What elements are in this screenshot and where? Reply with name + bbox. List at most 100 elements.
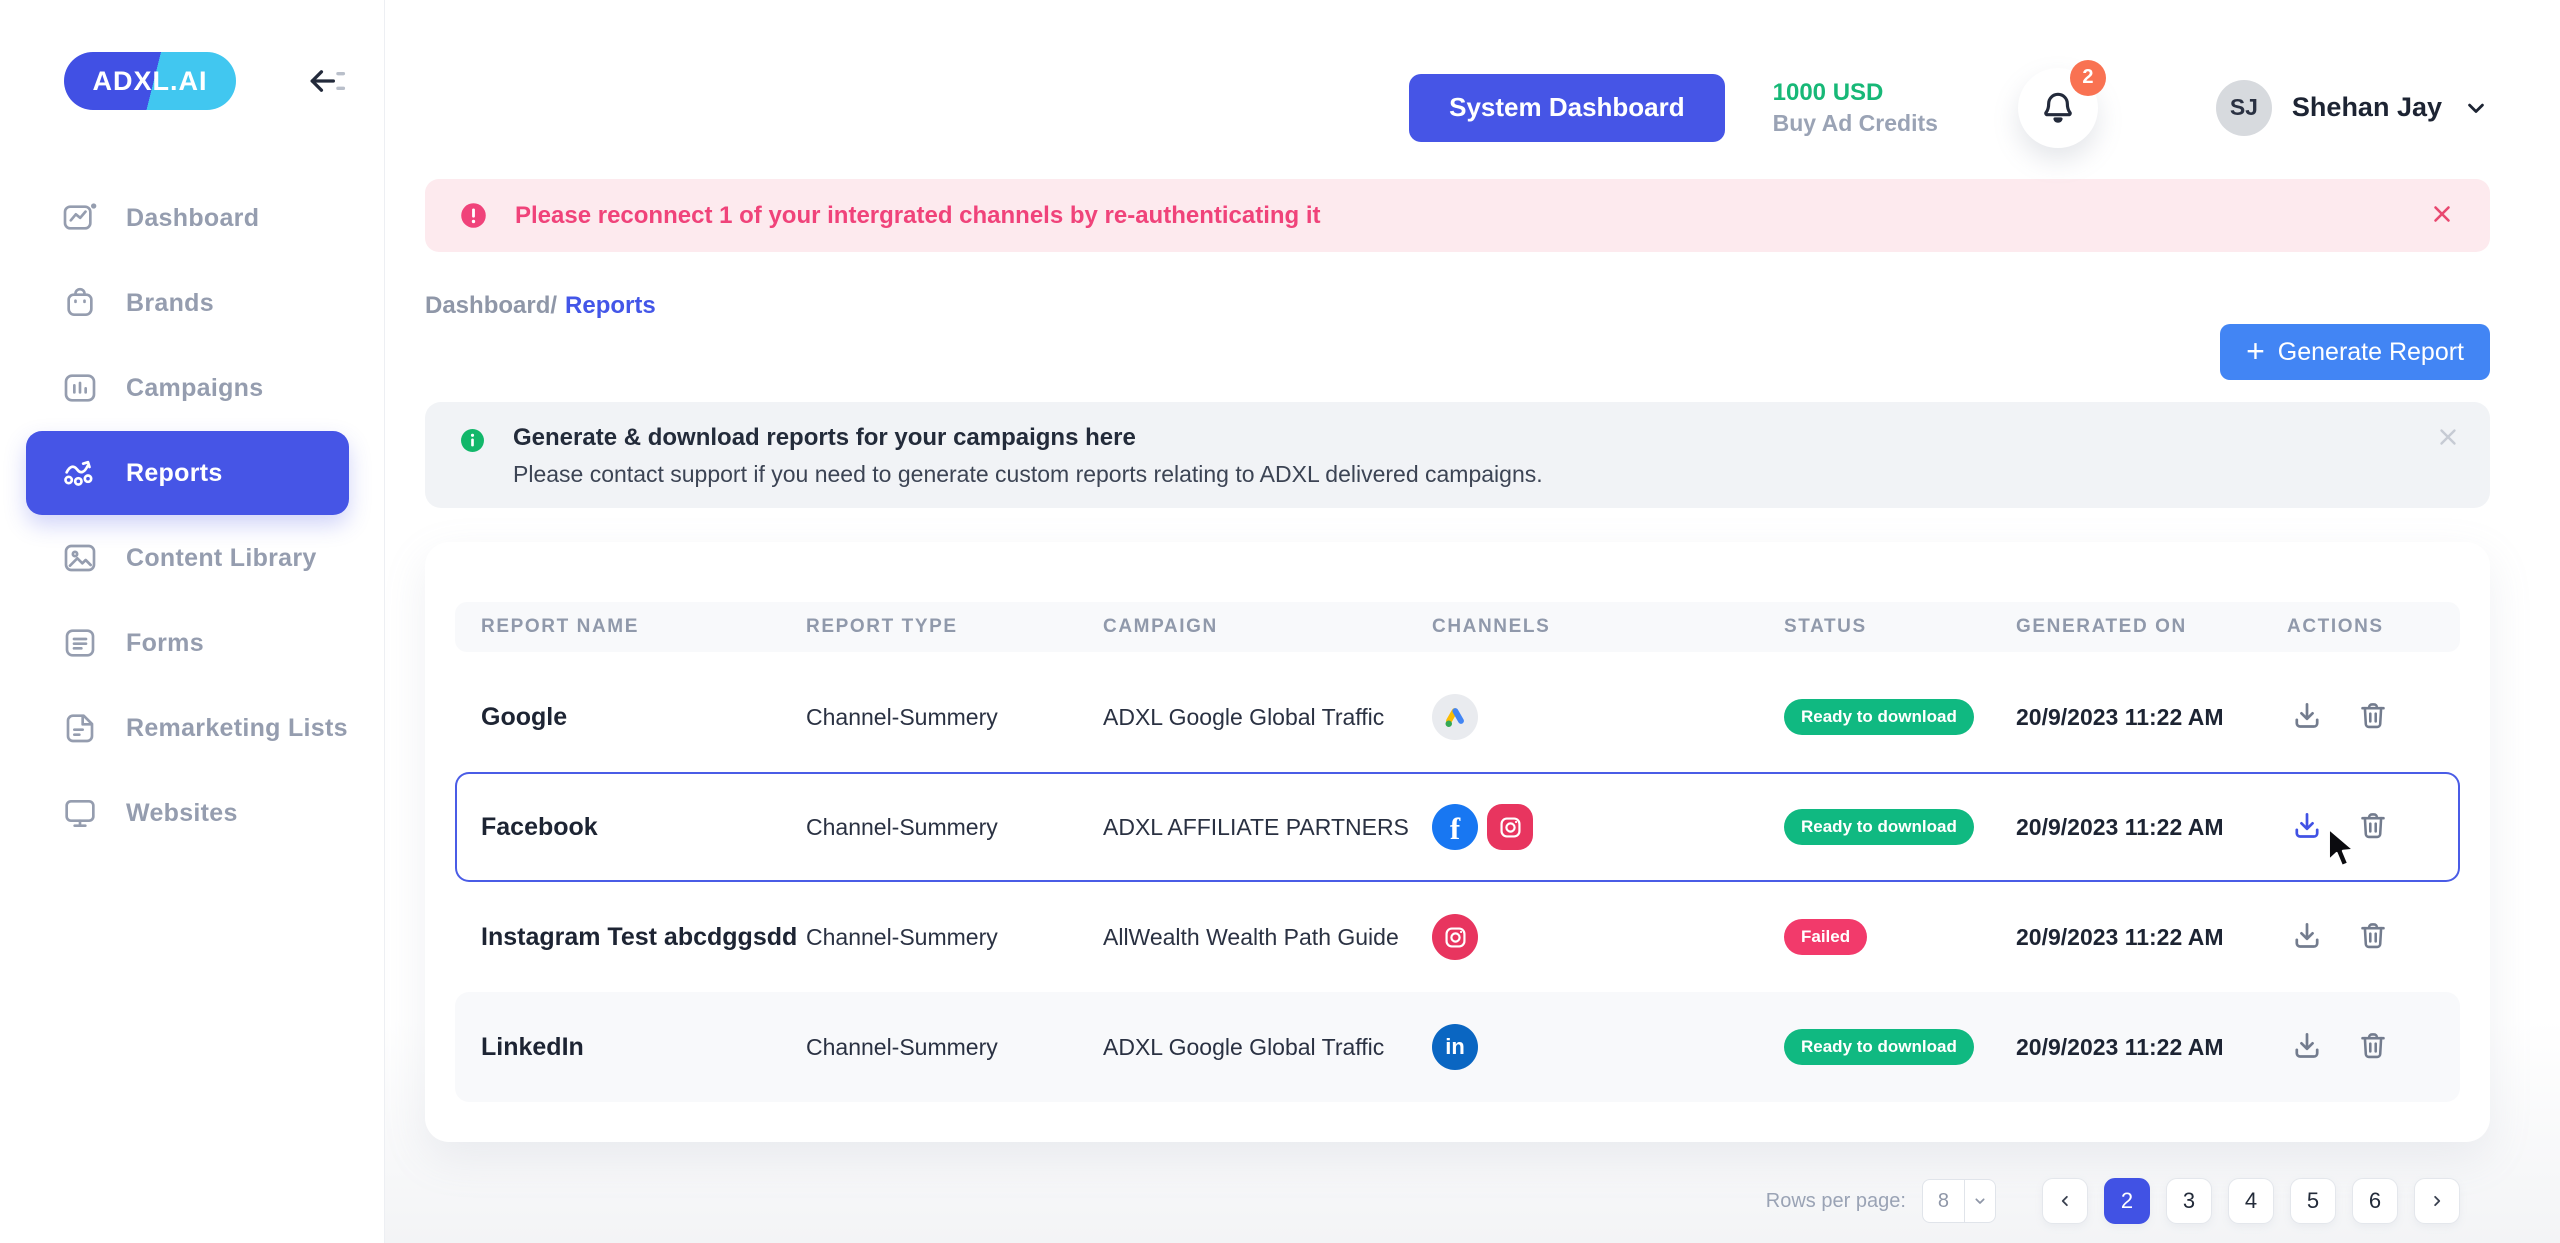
page-button-6[interactable]: 6 bbox=[2352, 1178, 2398, 1224]
buy-ad-credits-label[interactable]: Buy Ad Credits bbox=[1772, 109, 1938, 136]
campaign-name: AllWealth Wealth Path Guide bbox=[1103, 923, 1399, 950]
breadcrumb: Dashboard/Reports bbox=[425, 292, 2490, 320]
ad-credits[interactable]: 1000 USD Buy Ad Credits bbox=[1772, 78, 1938, 136]
avatar: SJ bbox=[2215, 79, 2272, 136]
page-button-3[interactable]: 3 bbox=[2166, 1178, 2212, 1224]
sidebar-item-remarketing-lists[interactable]: Remarketing Lists bbox=[26, 686, 349, 770]
sidebar: ADXL.AI Dashboard bbox=[0, 0, 385, 1243]
col-channels: CHANNELS bbox=[1432, 616, 1551, 637]
trash-icon[interactable] bbox=[2353, 697, 2393, 737]
status-badge: Ready to download bbox=[1784, 1029, 1974, 1065]
download-icon[interactable] bbox=[2287, 807, 2327, 847]
sidebar-collapse-button[interactable] bbox=[304, 59, 348, 103]
table-row-google[interactable]: Google Channel-Summery ADXL Google Globa… bbox=[455, 662, 2460, 772]
info-title: Generate & download reports for your cam… bbox=[513, 424, 1136, 451]
system-dashboard-button[interactable]: System Dashboard bbox=[1409, 73, 1725, 142]
info-texts: Generate & download reports for your cam… bbox=[513, 424, 1543, 488]
breadcrumb-dashboard[interactable]: Dashboard/ bbox=[425, 292, 558, 319]
table-row-facebook[interactable]: Facebook Channel-Summery ADXL AFFILIATE … bbox=[455, 772, 2460, 882]
generate-report-button[interactable]: + Generate Report bbox=[2220, 324, 2490, 380]
sidebar-item-forms[interactable]: Forms bbox=[26, 601, 349, 685]
info-icon bbox=[458, 426, 487, 455]
generated-on: 20/9/2023 11:22 AM bbox=[2016, 923, 2224, 950]
table-row-instagram[interactable]: Instagram Test abcdggsdd Channel-Summery… bbox=[455, 882, 2460, 992]
user-menu[interactable]: SJ Shehan Jay bbox=[2215, 79, 2490, 136]
col-generated-on: GENERATED ON bbox=[2016, 616, 2187, 637]
sidebar-item-content-library[interactable]: Content Library bbox=[26, 516, 349, 600]
generated-on: 20/9/2023 11:22 AM bbox=[2016, 1033, 2224, 1060]
alert-exclamation-icon bbox=[458, 200, 489, 231]
topbar: System Dashboard 1000 USD Buy Ad Credits… bbox=[385, 0, 2560, 161]
bell-icon bbox=[2044, 92, 2072, 123]
alert-close-icon[interactable] bbox=[2424, 198, 2460, 234]
sidebar-item-label: Campaigns bbox=[126, 373, 264, 402]
document-icon bbox=[60, 708, 100, 748]
table-row-linkedin[interactable]: LinkedIn Channel-Summery ADXL Google Glo… bbox=[455, 992, 2460, 1102]
brands-icon bbox=[60, 283, 100, 323]
facebook-letter: f bbox=[1449, 811, 1461, 846]
report-name: LinkedIn bbox=[481, 1032, 584, 1061]
image-icon bbox=[60, 538, 100, 578]
breadcrumb-reports: Reports bbox=[565, 292, 656, 319]
sidebar-nav: Dashboard Brands bbox=[0, 176, 384, 855]
actions-row: + Generate Report bbox=[425, 324, 2490, 380]
adxl-logo[interactable]: ADXL.AI bbox=[64, 52, 236, 110]
reports-icon bbox=[60, 453, 100, 493]
sidebar-item-campaigns[interactable]: Campaigns bbox=[26, 346, 349, 430]
status-cell: Ready to download bbox=[1784, 809, 2016, 845]
page-button-2[interactable]: 2 bbox=[2104, 1178, 2150, 1224]
page-button-5[interactable]: 5 bbox=[2290, 1178, 2336, 1224]
sidebar-header: ADXL.AI bbox=[0, 0, 384, 110]
campaigns-icon bbox=[60, 368, 100, 408]
reconnect-alert-banner: Please reconnect 1 of your intergrated c… bbox=[425, 179, 2490, 252]
status-cell: Ready to download bbox=[1784, 699, 2016, 735]
notifications-button[interactable]: 2 bbox=[2017, 59, 2106, 148]
download-icon[interactable] bbox=[2287, 917, 2327, 957]
sidebar-item-label: Forms bbox=[126, 628, 204, 657]
report-name: Facebook bbox=[481, 812, 598, 841]
next-page-icon[interactable] bbox=[2414, 1178, 2460, 1224]
trash-icon[interactable] bbox=[2353, 1027, 2393, 1067]
info-banner: Generate & download reports for your cam… bbox=[425, 402, 2490, 508]
sidebar-item-label: Reports bbox=[126, 458, 223, 487]
sidebar-item-reports[interactable]: Reports bbox=[26, 431, 349, 515]
table-header-row: REPORT NAME REPORT TYPE CAMPAIGN CHANNEL… bbox=[455, 602, 2460, 652]
rows-per-page-select[interactable]: 8 bbox=[1921, 1179, 1996, 1223]
channels-cell: f bbox=[1432, 804, 1784, 850]
status-badge: Ready to download bbox=[1784, 809, 1974, 845]
plus-icon: + bbox=[2246, 332, 2265, 369]
col-report-type: REPORT TYPE bbox=[806, 616, 958, 637]
alert-message: Please reconnect 1 of your intergrated c… bbox=[515, 201, 1321, 229]
sidebar-item-websites[interactable]: Websites bbox=[26, 771, 349, 855]
status-cell: Ready to download bbox=[1784, 1029, 2016, 1065]
prev-page-icon[interactable] bbox=[2042, 1178, 2088, 1224]
generate-report-label: Generate Report bbox=[2277, 337, 2464, 366]
credits-amount: 1000 USD bbox=[1772, 78, 1884, 106]
instagram-icon bbox=[1487, 804, 1533, 850]
actions-cell bbox=[2287, 1027, 2460, 1067]
info-close-icon[interactable] bbox=[2430, 420, 2466, 456]
page-button-4[interactable]: 4 bbox=[2228, 1178, 2274, 1224]
trash-icon[interactable] bbox=[2353, 807, 2393, 847]
status-badge: Failed bbox=[1784, 919, 1868, 955]
col-campaign: CAMPAIGN bbox=[1103, 616, 1218, 637]
status-cell: Failed bbox=[1784, 919, 2016, 955]
sidebar-item-dashboard[interactable]: Dashboard bbox=[26, 176, 349, 260]
rows-per-page-label: Rows per page: bbox=[1765, 1189, 1906, 1212]
trash-icon[interactable] bbox=[2353, 917, 2393, 957]
sidebar-item-label: Content Library bbox=[126, 543, 317, 572]
report-type: Channel-Summery bbox=[806, 1033, 998, 1060]
collapse-arrow-icon bbox=[310, 70, 346, 92]
chevron-down-icon bbox=[1964, 1180, 1995, 1222]
sidebar-item-brands[interactable]: Brands bbox=[26, 261, 349, 345]
forms-icon bbox=[60, 623, 100, 663]
download-icon[interactable] bbox=[2287, 1027, 2327, 1067]
monitor-icon bbox=[60, 793, 100, 833]
download-icon[interactable] bbox=[2287, 697, 2327, 737]
sidebar-item-label: Brands bbox=[126, 288, 214, 317]
campaign-name: ADXL AFFILIATE PARTNERS bbox=[1103, 813, 1409, 840]
notification-count-badge: 2 bbox=[2069, 59, 2106, 96]
channels-cell bbox=[1432, 914, 1784, 960]
google-ads-icon bbox=[1432, 694, 1478, 740]
